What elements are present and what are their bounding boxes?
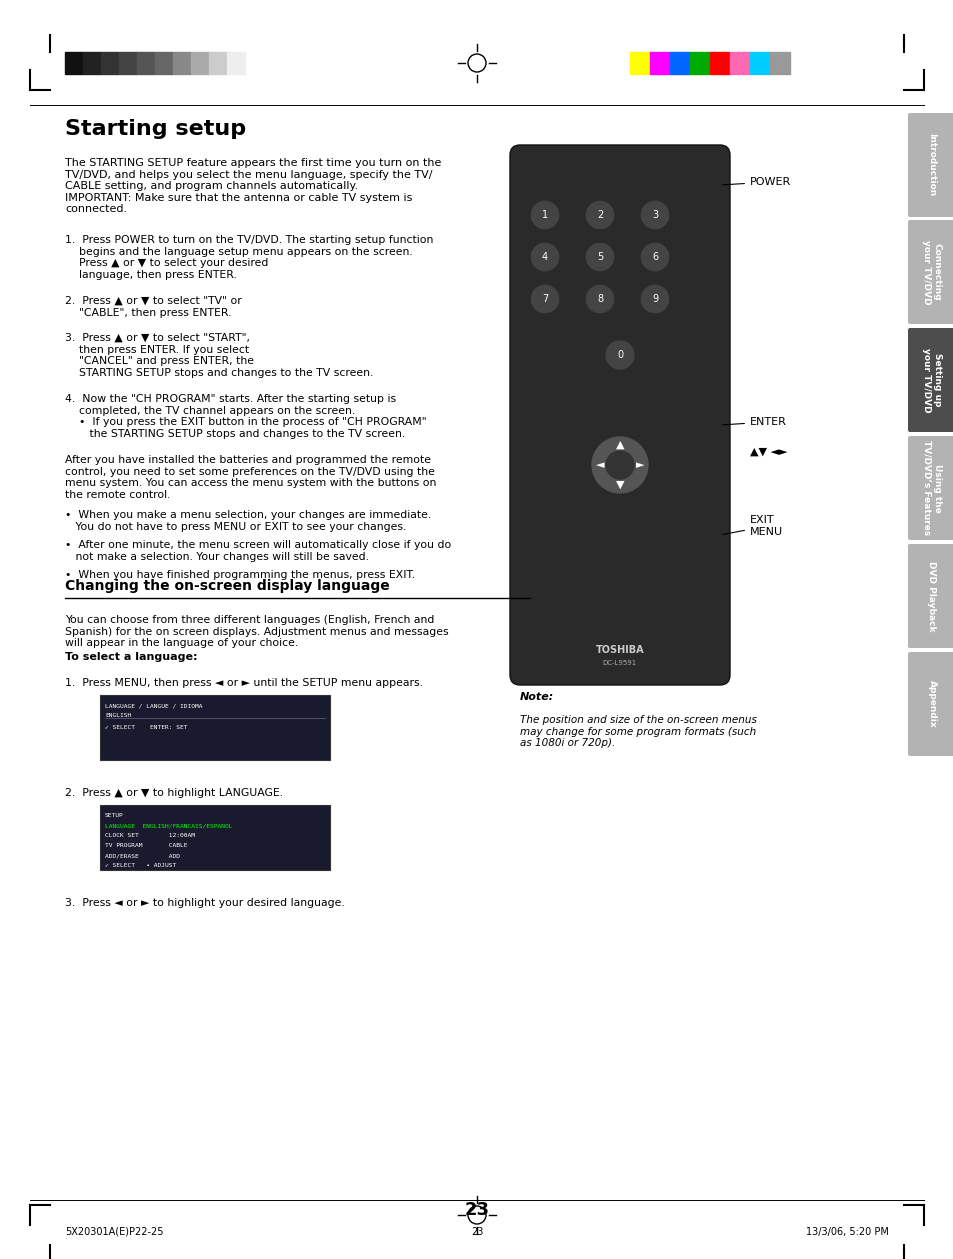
Text: 5X20301A(E)P22-25: 5X20301A(E)P22-25 <box>65 1228 163 1238</box>
FancyBboxPatch shape <box>907 220 953 324</box>
Text: TV PROGRAM       CABLE: TV PROGRAM CABLE <box>105 844 188 849</box>
Bar <box>119 52 137 74</box>
Bar <box>101 52 119 74</box>
Bar <box>100 695 330 760</box>
Text: You can choose from three different languages (English, French and
Spanish) for : You can choose from three different lang… <box>65 614 448 648</box>
Text: 3.  Press ▲ or ▼ to select "START",
    then press ENTER. If you select
    "CAN: 3. Press ▲ or ▼ to select "START", then … <box>65 332 373 378</box>
Text: Changing the on-screen display language: Changing the on-screen display language <box>65 579 390 593</box>
Bar <box>100 805 330 870</box>
Text: 1.  Press POWER to turn on the TV/DVD. The starting setup function
    begins an: 1. Press POWER to turn on the TV/DVD. Th… <box>65 235 433 279</box>
Bar <box>227 52 245 74</box>
Text: 8: 8 <box>597 295 602 303</box>
Bar <box>649 52 669 74</box>
Circle shape <box>605 341 634 369</box>
Text: After you have installed the batteries and programmed the remote
control, you ne: After you have installed the batteries a… <box>65 454 436 500</box>
FancyBboxPatch shape <box>907 544 953 648</box>
Text: 6: 6 <box>651 252 658 262</box>
Bar <box>689 52 709 74</box>
Text: Using the
TV/DVD’s Features: Using the TV/DVD’s Features <box>922 441 941 535</box>
Text: Appendix: Appendix <box>926 680 936 728</box>
FancyBboxPatch shape <box>907 436 953 540</box>
Text: 23: 23 <box>464 1201 489 1219</box>
Text: Note:: Note: <box>519 692 554 703</box>
Circle shape <box>585 285 614 313</box>
Bar <box>137 52 154 74</box>
Text: ✓ SELECT   • ADJUST: ✓ SELECT • ADJUST <box>105 862 176 867</box>
Circle shape <box>640 243 668 271</box>
Bar <box>729 52 749 74</box>
Circle shape <box>640 285 668 313</box>
Text: ◄: ◄ <box>595 460 603 470</box>
Text: ✓ SELECT    ENTER: SET: ✓ SELECT ENTER: SET <box>105 725 188 730</box>
Bar <box>191 52 209 74</box>
Text: 3.  Press ◄ or ► to highlight your desired language.: 3. Press ◄ or ► to highlight your desire… <box>65 898 344 908</box>
Text: ▲: ▲ <box>615 439 623 449</box>
Text: EXIT
MENU: EXIT MENU <box>722 515 782 538</box>
Bar <box>709 52 729 74</box>
Text: DVD Playback: DVD Playback <box>926 560 936 631</box>
FancyBboxPatch shape <box>907 329 953 432</box>
Text: 2.  Press ▲ or ▼ to select "TV" or
    "CABLE", then press ENTER.: 2. Press ▲ or ▼ to select "TV" or "CABLE… <box>65 296 241 317</box>
Text: •  When you make a menu selection, your changes are immediate.
   You do not hav: • When you make a menu selection, your c… <box>65 510 431 531</box>
Text: 1.  Press MENU, then press ◄ or ► until the SETUP menu appears.: 1. Press MENU, then press ◄ or ► until t… <box>65 679 422 687</box>
Text: 4: 4 <box>541 252 547 262</box>
Text: 3: 3 <box>651 210 658 220</box>
Circle shape <box>592 437 647 494</box>
Text: 2: 2 <box>597 210 602 220</box>
Text: 2.  Press ▲ or ▼ to highlight LANGUAGE.: 2. Press ▲ or ▼ to highlight LANGUAGE. <box>65 788 283 798</box>
Text: ▲▼ ◄►: ▲▼ ◄► <box>749 447 786 457</box>
Circle shape <box>605 451 634 478</box>
Bar <box>749 52 769 74</box>
Text: The STARTING SETUP feature appears the first time you turn on the
TV/DVD, and he: The STARTING SETUP feature appears the f… <box>65 157 441 214</box>
Text: Connecting
your TV/DVD: Connecting your TV/DVD <box>922 239 941 305</box>
Text: •  When you have finished programming the menus, press EXIT.: • When you have finished programming the… <box>65 570 415 580</box>
FancyBboxPatch shape <box>907 652 953 755</box>
Text: 0: 0 <box>617 350 622 360</box>
Bar <box>669 52 689 74</box>
Text: The position and size of the on-screen menus
may change for some program formats: The position and size of the on-screen m… <box>519 715 756 748</box>
Text: 9: 9 <box>651 295 658 303</box>
Text: LANGUAGE / LANGUE / IDIOMA: LANGUAGE / LANGUE / IDIOMA <box>105 703 202 708</box>
Bar <box>83 52 101 74</box>
Circle shape <box>531 285 558 313</box>
Text: Introduction: Introduction <box>926 133 936 196</box>
Text: 1: 1 <box>541 210 547 220</box>
Text: 7: 7 <box>541 295 548 303</box>
Text: SETUP: SETUP <box>105 813 124 818</box>
Text: 5: 5 <box>597 252 602 262</box>
Bar <box>172 52 191 74</box>
Text: ENTER: ENTER <box>722 417 786 427</box>
Text: ADD/ERASE        ADD: ADD/ERASE ADD <box>105 854 180 857</box>
Circle shape <box>640 201 668 229</box>
Text: 4.  Now the "CH PROGRAM" starts. After the starting setup is
    completed, the : 4. Now the "CH PROGRAM" starts. After th… <box>65 394 426 439</box>
Text: ENGLISH: ENGLISH <box>105 713 132 718</box>
Text: ▼: ▼ <box>615 480 623 490</box>
Circle shape <box>531 243 558 271</box>
Circle shape <box>531 201 558 229</box>
Bar <box>629 52 649 74</box>
Bar <box>154 52 172 74</box>
FancyBboxPatch shape <box>510 145 729 685</box>
Text: To select a language:: To select a language: <box>65 652 197 662</box>
Text: 23: 23 <box>471 1228 482 1238</box>
Text: Setting up
your TV/DVD: Setting up your TV/DVD <box>922 347 941 412</box>
Bar <box>65 52 83 74</box>
Bar <box>769 52 789 74</box>
FancyBboxPatch shape <box>907 113 953 217</box>
Circle shape <box>585 243 614 271</box>
Text: •  After one minute, the menu screen will automatically close if you do
   not m: • After one minute, the menu screen will… <box>65 540 451 562</box>
Circle shape <box>585 201 614 229</box>
Text: ►: ► <box>635 460 643 470</box>
Text: TOSHIBA: TOSHIBA <box>595 645 643 655</box>
Text: DC-L9591: DC-L9591 <box>602 660 637 666</box>
Text: 13/3/06, 5:20 PM: 13/3/06, 5:20 PM <box>805 1228 888 1238</box>
Text: Starting setup: Starting setup <box>65 120 246 138</box>
Text: LANGUAGE  ENGLISH/FRANCAIS/ESPANOL: LANGUAGE ENGLISH/FRANCAIS/ESPANOL <box>105 823 233 828</box>
Text: CLOCK SET        12:00AM: CLOCK SET 12:00AM <box>105 833 194 838</box>
Bar <box>209 52 227 74</box>
Text: POWER: POWER <box>722 178 790 188</box>
